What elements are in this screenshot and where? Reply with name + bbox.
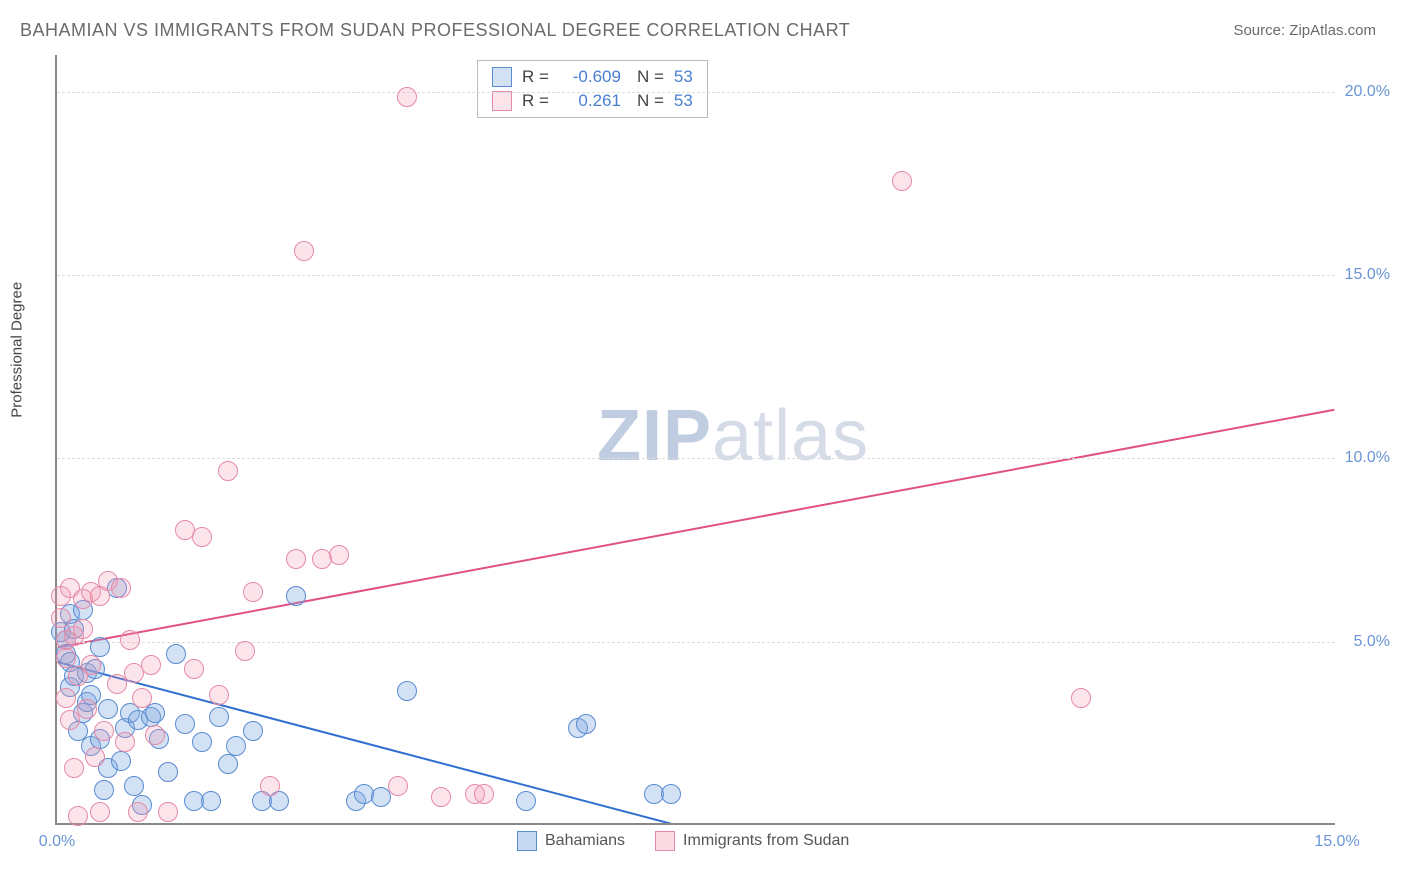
- data-point: [111, 578, 131, 598]
- data-point: [286, 586, 306, 606]
- data-point: [226, 736, 246, 756]
- data-point: [90, 802, 110, 822]
- data-point: [81, 655, 101, 675]
- y-tick-label: 15.0%: [1345, 266, 1390, 284]
- data-point: [192, 527, 212, 547]
- data-point: [474, 784, 494, 804]
- trend-lines-layer: [57, 55, 1335, 823]
- data-point: [64, 758, 84, 778]
- grid-line: [57, 275, 1335, 276]
- data-point: [218, 461, 238, 481]
- watermark: ZIPatlas: [597, 395, 869, 477]
- data-point: [128, 802, 148, 822]
- data-point: [94, 780, 114, 800]
- data-point: [329, 545, 349, 565]
- x-tick-label: 0.0%: [39, 833, 75, 851]
- data-point: [260, 776, 280, 796]
- header: BAHAMIAN VS IMMIGRANTS FROM SUDAN PROFES…: [0, 0, 1406, 51]
- legend-row-bahamians: R = -0.609 N = 53: [492, 67, 693, 87]
- data-point: [145, 725, 165, 745]
- grid-line: [57, 92, 1335, 93]
- data-point: [51, 608, 71, 628]
- legend-item: Bahamians: [517, 831, 625, 851]
- data-point: [68, 806, 88, 826]
- data-point: [576, 714, 596, 734]
- data-point: [286, 549, 306, 569]
- data-point: [175, 714, 195, 734]
- data-point: [201, 791, 221, 811]
- swatch: [655, 831, 675, 851]
- y-tick-label: 5.0%: [1354, 633, 1390, 651]
- legend-label: Immigrants from Sudan: [683, 832, 849, 850]
- legend-item: Immigrants from Sudan: [655, 831, 849, 851]
- data-point: [166, 644, 186, 664]
- data-point: [98, 699, 118, 719]
- data-point: [243, 721, 263, 741]
- data-point: [516, 791, 536, 811]
- data-point: [192, 732, 212, 752]
- data-point: [158, 802, 178, 822]
- swatch-blue: [492, 67, 512, 87]
- data-point: [94, 721, 114, 741]
- data-point: [209, 707, 229, 727]
- source-label: Source: ZipAtlas.com: [1233, 22, 1376, 39]
- data-point: [132, 688, 152, 708]
- chart-title: BAHAMIAN VS IMMIGRANTS FROM SUDAN PROFES…: [20, 20, 850, 41]
- data-point: [235, 641, 255, 661]
- legend-label: Bahamians: [545, 832, 625, 850]
- data-point: [397, 87, 417, 107]
- x-tick-label: 15.0%: [1314, 833, 1359, 851]
- data-point: [111, 751, 131, 771]
- data-point: [184, 659, 204, 679]
- data-point: [431, 787, 451, 807]
- data-point: [892, 171, 912, 191]
- data-point: [115, 732, 135, 752]
- data-point: [661, 784, 681, 804]
- data-point: [1071, 688, 1091, 708]
- y-tick-label: 20.0%: [1345, 83, 1390, 101]
- data-point: [294, 241, 314, 261]
- data-point: [218, 754, 238, 774]
- chart-container: Professional Degree ZIPatlas R = -0.609 …: [55, 55, 1385, 845]
- y-axis-label: Professional Degree: [9, 282, 26, 418]
- trend-line: [58, 410, 1335, 648]
- data-point: [85, 747, 105, 767]
- data-point: [243, 582, 263, 602]
- data-point: [124, 776, 144, 796]
- series-legend: Bahamians Immigrants from Sudan: [517, 831, 849, 851]
- data-point: [158, 762, 178, 782]
- data-point: [73, 619, 93, 639]
- correlation-legend: R = -0.609 N = 53 R = 0.261 N = 53: [477, 60, 708, 118]
- swatch-pink: [492, 91, 512, 111]
- data-point: [56, 688, 76, 708]
- data-point: [141, 655, 161, 675]
- data-point: [397, 681, 417, 701]
- y-tick-label: 10.0%: [1345, 449, 1390, 467]
- data-point: [56, 648, 76, 668]
- data-point: [90, 637, 110, 657]
- grid-line: [57, 458, 1335, 459]
- legend-row-sudan: R = 0.261 N = 53: [492, 91, 693, 111]
- data-point: [209, 685, 229, 705]
- data-point: [120, 630, 140, 650]
- swatch: [517, 831, 537, 851]
- data-point: [388, 776, 408, 796]
- data-point: [77, 699, 97, 719]
- plot-area: ZIPatlas R = -0.609 N = 53 R = 0.261 N =…: [55, 55, 1335, 825]
